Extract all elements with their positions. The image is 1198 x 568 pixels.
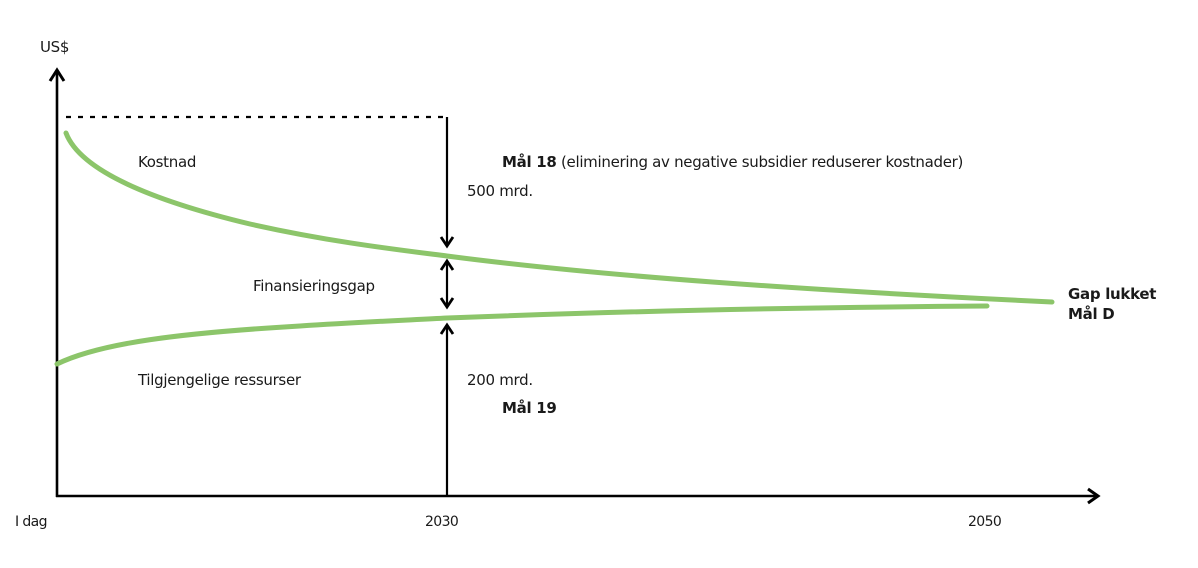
y-axis-arrow-icon <box>48 67 66 82</box>
amount-500-label: 500 mrd. <box>467 182 533 200</box>
target-18-title: Mål 18 <box>502 153 557 171</box>
cost-curve <box>63 130 1055 305</box>
cost-label: Kostnad <box>138 153 197 171</box>
target-19-label: Mål 19 <box>502 399 557 417</box>
arrow-up-icon <box>439 322 455 335</box>
y-axis <box>48 67 66 497</box>
x-tick-2050: 2050 <box>968 514 1002 530</box>
x-tick-today: I dag <box>15 514 48 530</box>
year-2030-marker <box>439 117 455 496</box>
x-tick-2030: 2030 <box>425 514 459 530</box>
y-axis-label: US$ <box>40 38 70 56</box>
target-d-label: Mål D <box>1068 305 1115 323</box>
arrow-down-icon <box>439 236 455 249</box>
arrow-up-icon <box>439 258 455 271</box>
resources-curve <box>54 303 990 367</box>
target-18-description: (eliminering av negative subsidier redus… <box>556 153 964 171</box>
available-resources-label: Tilgjengelige ressurser <box>138 371 301 389</box>
financing-gap-label: Finansieringsgap <box>253 277 375 295</box>
gap-closed-label: Gap lukket <box>1068 285 1157 303</box>
x-axis-arrow-icon <box>1087 487 1101 505</box>
target-18-annotation: Mål 18 (eliminering av negative subsidie… <box>502 153 963 171</box>
x-axis <box>56 487 1101 505</box>
amount-200-label: 200 mrd. <box>467 371 533 389</box>
arrow-down-icon <box>439 297 455 310</box>
